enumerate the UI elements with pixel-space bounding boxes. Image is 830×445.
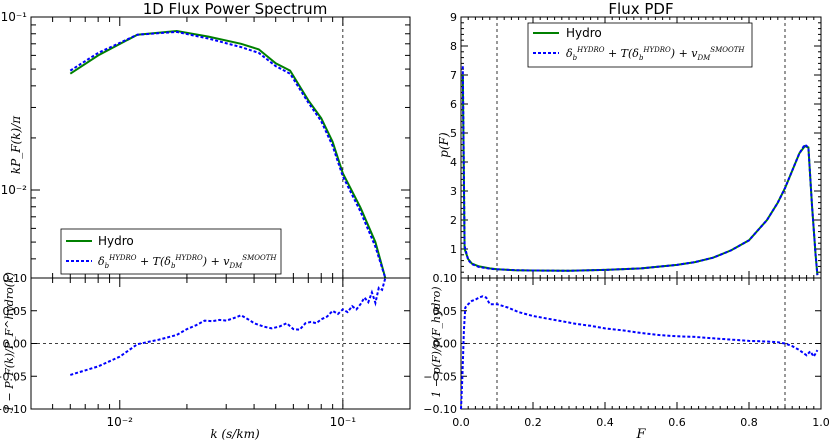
- legend-part: b: [639, 54, 644, 62]
- series-model: [69, 30, 387, 279]
- xtick-label: 0.0: [452, 416, 470, 429]
- series-hydro: [461, 74, 819, 276]
- legend-part: b: [105, 262, 110, 270]
- ytick-label: 4: [450, 156, 457, 169]
- ytick-label: 0.05: [3, 305, 28, 318]
- ytick-label: 6: [450, 98, 457, 111]
- series-model: [460, 295, 819, 410]
- legend-part: b: [171, 262, 176, 270]
- ytick-label: 3: [450, 185, 457, 198]
- xtick-label: 0.6: [668, 416, 686, 429]
- ylabel-flux-power-residual: 1 − P_F(k)/P_F^hydro(k): [3, 272, 16, 412]
- legend-part: HYDRO: [174, 254, 203, 262]
- ylabel-flux-pdf-residual: 1 − p(F)/p(F_hydro): [430, 286, 443, 397]
- ytick-label: 0.05: [433, 305, 458, 318]
- ylabel-flux-pdf: p(F): [437, 132, 451, 158]
- legend-part: b: [573, 54, 578, 62]
- ytick-label: −0.05: [423, 370, 457, 383]
- legend-flux-power: Hydro δbHYDRO + T(δbHYDRO) + vDMSMOOTH: [60, 228, 282, 275]
- legend-model-label: δbHYDRO + T(δbHYDRO) + vDMSMOOTH: [98, 254, 277, 270]
- legend-part: + T(δ: [136, 255, 171, 268]
- legend-part: δ: [566, 47, 573, 60]
- ytick-label: 1: [450, 243, 457, 256]
- ytick-label: 8: [450, 40, 457, 53]
- title-flux-power: 1D Flux Power Spectrum: [143, 0, 328, 18]
- legend-part: + T(δ: [604, 47, 639, 60]
- series-model: [461, 66, 819, 276]
- ylabel-flux-power: kP_F(k)/π: [9, 115, 23, 174]
- xtick-label: 0.4: [596, 416, 614, 429]
- ytick-label: −0.05: [0, 370, 27, 383]
- xtick-label: 10⁻²: [107, 415, 134, 429]
- legend-part: HYDRO: [108, 254, 137, 262]
- legend-hydro-label: Hydro: [98, 234, 134, 248]
- legend-hydro-label: Hydro: [566, 26, 602, 40]
- legend-part: HYDRO: [576, 46, 605, 54]
- legend-model-label: δbHYDRO + T(δbHYDRO) + vDMSMOOTH: [566, 46, 745, 62]
- legend-part: ) + v: [202, 255, 231, 268]
- legend-part: SMOOTH: [710, 46, 745, 54]
- ytick-label: 0.10: [3, 272, 28, 285]
- xtick-label: 1.0: [812, 416, 830, 429]
- ytick-label: −0.10: [0, 403, 27, 416]
- xlabel-flux-power: k (s/km): [210, 427, 260, 441]
- legend-box: [527, 22, 753, 68]
- ytick-label: 5: [450, 127, 457, 140]
- xtick-label: 0.2: [524, 416, 542, 429]
- ytick-label: 2: [450, 214, 457, 227]
- series-model: [70, 277, 387, 376]
- panel-flux-power-residual: 10⁻² 10⁻¹ 0.05 0.00 −0.05 −0.10: [0, 277, 411, 429]
- legend-part: SMOOTH: [242, 254, 277, 262]
- ytick-label: 9: [450, 11, 457, 24]
- ytick-label: 0.00: [433, 338, 458, 351]
- xtick-label: 0.8: [740, 416, 758, 429]
- ytick-label: 0.00: [3, 338, 28, 351]
- legend-flux-pdf: Hydro δbHYDRO + T(δbHYDRO) + vDMSMOOTH: [527, 22, 753, 68]
- ytick-label: 0.10: [433, 272, 458, 285]
- legend-part: HYDRO: [642, 46, 671, 54]
- panel-flux-pdf-residual: 0.05 0.00 −0.05 −0.100.0 0.2 0.4 0.6 0.8 1.0: [423, 277, 830, 429]
- legend-part: ) + v: [670, 47, 699, 60]
- legend-part: δ: [98, 255, 105, 268]
- ytick-label: 10⁻¹: [1, 10, 28, 24]
- ytick-label: 10⁻²: [1, 183, 28, 197]
- xlabel-flux-pdf: F: [635, 427, 646, 442]
- legend-part: DM: [229, 262, 244, 270]
- legend-part: DM: [697, 54, 712, 62]
- ytick-label: −0.10: [423, 403, 457, 416]
- xtick-label: 10⁻¹: [330, 415, 357, 429]
- title-flux-pdf: Flux PDF: [608, 0, 673, 18]
- ytick-label: 7: [450, 69, 457, 82]
- legend-box: [60, 228, 282, 275]
